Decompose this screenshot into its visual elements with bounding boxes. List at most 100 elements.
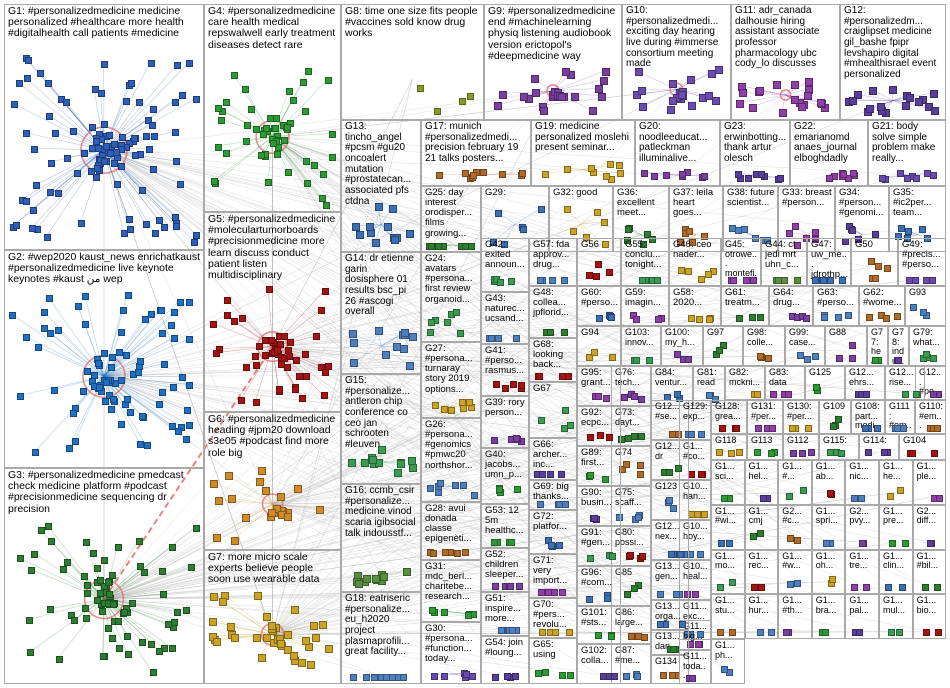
network-node — [218, 597, 227, 606]
network-node — [668, 97, 677, 106]
group-label: G47: uw_me... jdrothp... — [811, 239, 848, 281]
network-node — [147, 60, 155, 67]
inter-group-edge — [272, 346, 746, 394]
group-label: G35: #ic2per... team... — [893, 187, 935, 219]
group-panel-g59: G59: imagin... — [621, 286, 669, 326]
network-node — [880, 449, 888, 457]
network-node — [905, 227, 913, 235]
network-node — [716, 449, 724, 457]
group-label: G27: #persona... turnaray story 2019 opt… — [425, 343, 476, 395]
network-node — [64, 558, 72, 566]
inter-group-edge — [103, 451, 802, 600]
network-node — [356, 230, 365, 239]
network-node — [748, 313, 756, 321]
network-node — [104, 578, 112, 586]
inter-group-edge — [103, 376, 671, 624]
network-node — [548, 277, 556, 284]
group-label: G15: #personalize... antleron chip confe… — [345, 375, 413, 451]
inter-group-edge — [272, 350, 847, 635]
network-node — [608, 552, 616, 560]
network-node — [811, 352, 819, 360]
group-label: G1... #w... — [782, 550, 805, 571]
network-node — [557, 92, 566, 101]
network-node — [507, 583, 515, 590]
network-node — [231, 536, 240, 545]
group-label: G2: #wep2020 kaust_news enrichatkaust #p… — [8, 251, 203, 286]
group-label: G13: tincho_angel #pcsm #gu20 oncoalert … — [345, 121, 414, 207]
inter-group-edge — [272, 90, 554, 347]
network-node — [728, 449, 736, 457]
edge — [103, 376, 173, 388]
network-node — [628, 633, 636, 641]
network-node — [348, 330, 357, 339]
network-node — [94, 144, 102, 152]
inter-group-edge — [272, 346, 869, 428]
network-node — [716, 629, 724, 637]
network-node — [695, 315, 703, 323]
network-node — [454, 549, 462, 557]
inter-group-edge — [272, 136, 600, 636]
network-node — [873, 425, 881, 432]
group-label: G70: #pers... revolu... — [533, 599, 568, 631]
network-node — [912, 277, 920, 284]
group-panel-g113: G113 — [747, 434, 783, 460]
group-label: G97 — [707, 327, 725, 337]
group-panel-g131: G131: #per... — [747, 400, 783, 434]
inter-group-edge — [103, 149, 671, 434]
inter-group-edge — [103, 149, 600, 317]
group-label: G96: #com... — [581, 567, 613, 589]
self-loop-marker — [779, 89, 792, 101]
inter-group-edge — [272, 346, 506, 586]
network-node — [507, 278, 515, 286]
network-node — [465, 399, 473, 407]
edge — [13, 103, 105, 151]
network-node — [408, 463, 417, 472]
network-node — [616, 170, 624, 178]
network-node — [634, 68, 643, 77]
network-node — [551, 589, 559, 596]
group-label: G44: ct jedi mrt uhn_c... — [765, 239, 799, 271]
network-node — [633, 357, 641, 364]
network-node — [530, 75, 539, 84]
group-panel-g65: G65: using — [529, 638, 577, 684]
network-node — [108, 635, 116, 643]
group-label: G13... orga... — [655, 601, 683, 621]
network-node — [623, 672, 631, 680]
network-node — [914, 97, 923, 106]
network-node — [829, 575, 837, 583]
inter-group-edge — [272, 136, 632, 437]
network-node — [901, 391, 909, 398]
network-node — [109, 353, 117, 361]
network-node — [756, 629, 764, 637]
inter-group-edge — [103, 149, 829, 543]
network-node — [717, 584, 725, 592]
network-node — [65, 444, 73, 452]
inter-group-edge — [103, 278, 923, 377]
edge — [103, 94, 182, 151]
inter-group-edge — [272, 346, 829, 493]
edge — [103, 363, 164, 377]
network-node — [638, 432, 646, 440]
network-node — [35, 344, 43, 352]
network-node — [535, 373, 543, 380]
group-label: G2... #c... — [782, 505, 805, 526]
network-node — [895, 629, 903, 637]
network-node — [637, 86, 646, 95]
network-node — [876, 102, 885, 111]
inter-group-edge — [272, 136, 696, 434]
network-node — [516, 583, 524, 590]
network-node — [457, 330, 465, 338]
network-node — [862, 391, 870, 398]
inter-group-edge — [272, 278, 646, 635]
group-label: G130: #per... — [787, 401, 815, 421]
inter-group-edge — [272, 437, 506, 635]
group-panel-g135: G13... gen... — [651, 560, 689, 600]
inter-group-edge — [272, 503, 696, 554]
group-label: G12: #personalizedm... craiglipset medic… — [844, 5, 940, 81]
edge — [103, 308, 123, 377]
network-node — [138, 413, 146, 421]
edge — [214, 136, 273, 184]
network-node — [733, 425, 741, 432]
edge — [856, 94, 894, 101]
network-node — [371, 574, 380, 583]
